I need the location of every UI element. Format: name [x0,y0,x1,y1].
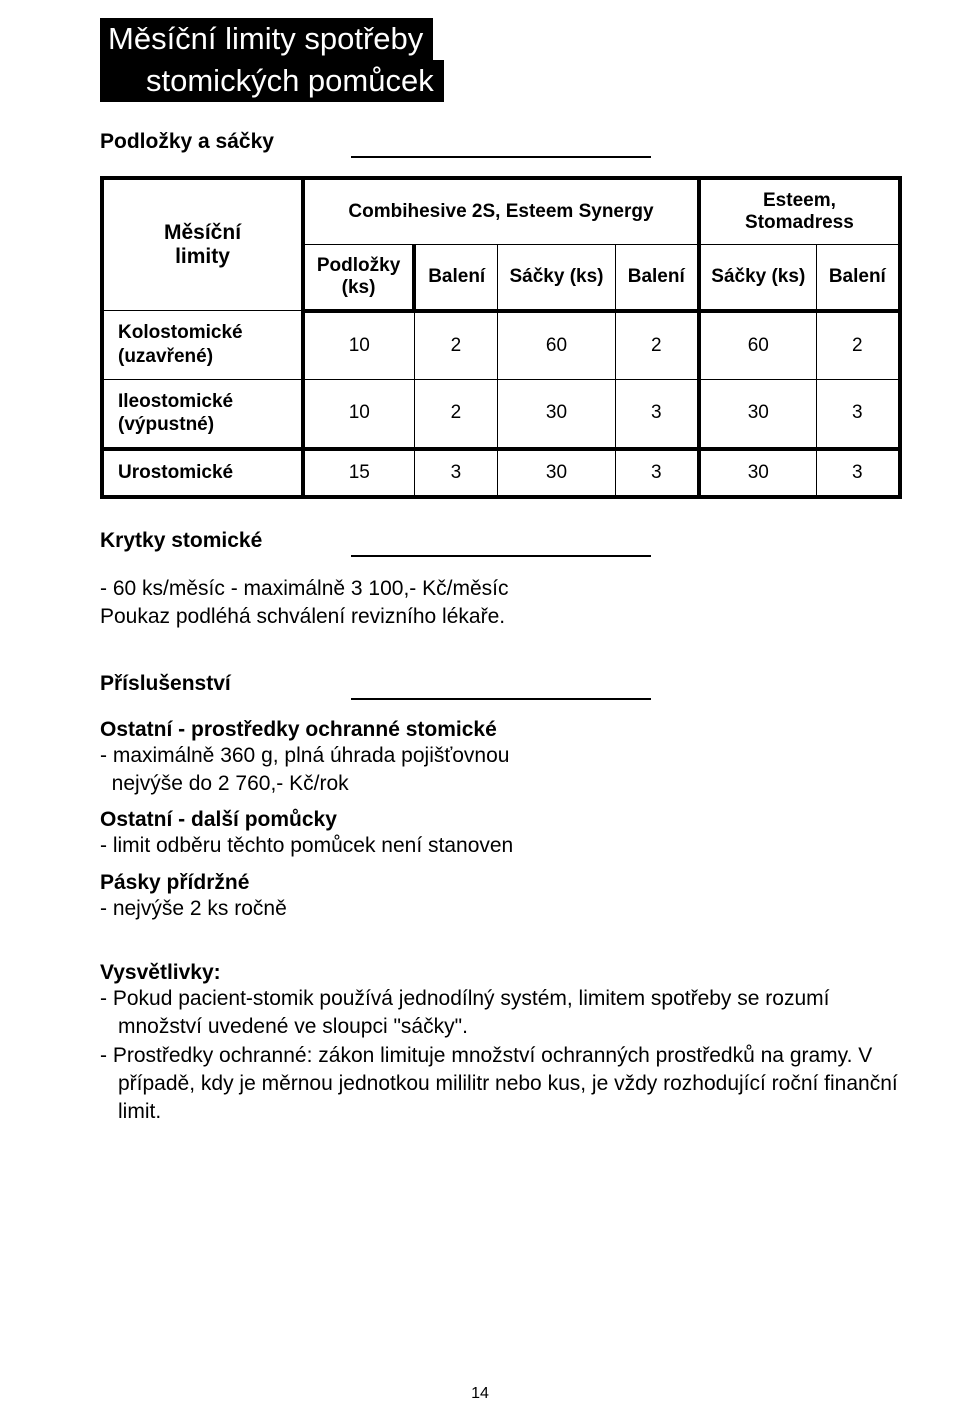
limits-table: Měsíčnílimity Combihesive 2S, Esteem Syn… [100,176,902,499]
cell: 3 [615,449,699,497]
cell: 2 [816,311,900,380]
vysvetlivky-b2: - Prostředky ochranné: zákon limituje mn… [100,1042,902,1127]
ochranne-head: Ostatní - prostředky ochranné stomické [100,718,902,742]
col-h-4: Sáčky (ks) [699,244,816,311]
cell: 3 [816,449,900,497]
vysvetlivky-head: Vysvětlivky: [100,961,902,985]
cell: 30 [498,379,615,449]
table-row: Ileostomické(výpustné) 10 2 30 3 30 3 [102,379,900,449]
row-label-2: Urostomické [102,449,303,497]
row-header-top: Měsíčnílimity [102,178,303,311]
cell: 15 [303,449,414,497]
col-h-5: Balení [816,244,900,311]
section-heading-krytky: Krytky stomické [100,529,902,553]
ochranne-l1: - maximálně 360 g, plná úhrada pojišťovn… [100,742,902,770]
cell: 2 [615,311,699,380]
cell: 10 [303,379,414,449]
cell: 10 [303,311,414,380]
krytky-line2: Poukaz podléhá schválení revizního lékař… [100,603,902,631]
dalsi-l1: - limit odběru těchto pomůcek není stano… [100,832,902,860]
cell: 30 [699,449,816,497]
col-group-a: Combihesive 2S, Esteem Synergy [303,178,699,245]
section-heading-prislusenstvi: Příslušenství [100,672,902,696]
page-title-block: Měsíční limity spotřeby stomických pomůc… [100,18,902,102]
pasky-head: Pásky přídržné [100,871,902,895]
row-label-0: Kolostomické(uzavřené) [102,311,303,380]
vysvetlivky-b1: - Pokud pacient-stomik používá jednodíln… [100,985,902,1042]
page-title-line2: stomických pomůcek [100,60,444,102]
ochranne-l2: nejvýše do 2 760,- Kč/rok [100,770,902,798]
cell: 2 [414,379,498,449]
row-label-1: Ileostomické(výpustné) [102,379,303,449]
section-underline [351,555,651,557]
col-h-3: Balení [615,244,699,311]
section-underline [351,698,651,700]
limits-table-wrap: Měsíčnílimity Combihesive 2S, Esteem Syn… [100,176,902,499]
section-underline [351,156,651,158]
cell: 3 [414,449,498,497]
col-h-0: Podložky(ks) [303,244,414,311]
cell: 60 [498,311,615,380]
page-title-line1: Měsíční limity spotřeby [100,18,433,60]
cell: 2 [414,311,498,380]
col-group-b: Esteem, Stomadress [699,178,900,245]
cell: 3 [816,379,900,449]
pasky-l1: - nejvýše 2 ks ročně [100,895,902,923]
page-number: 14 [0,1385,960,1403]
cell: 3 [615,379,699,449]
cell: 60 [699,311,816,380]
section-heading-podlozky: Podložky a sáčky [100,130,902,154]
cell: 30 [498,449,615,497]
table-row: Urostomické 15 3 30 3 30 3 [102,449,900,497]
cell: 30 [699,379,816,449]
table-row: Kolostomické(uzavřené) 10 2 60 2 60 2 [102,311,900,380]
row-header-top-l1: Měsíčnílimity [164,221,241,268]
krytky-line1: - 60 ks/měsíc - maximálně 3 100,- Kč/měs… [100,575,902,603]
col-h-2: Sáčky (ks) [498,244,615,311]
col-h-1: Balení [414,244,498,311]
dalsi-head: Ostatní - další pomůcky [100,808,902,832]
